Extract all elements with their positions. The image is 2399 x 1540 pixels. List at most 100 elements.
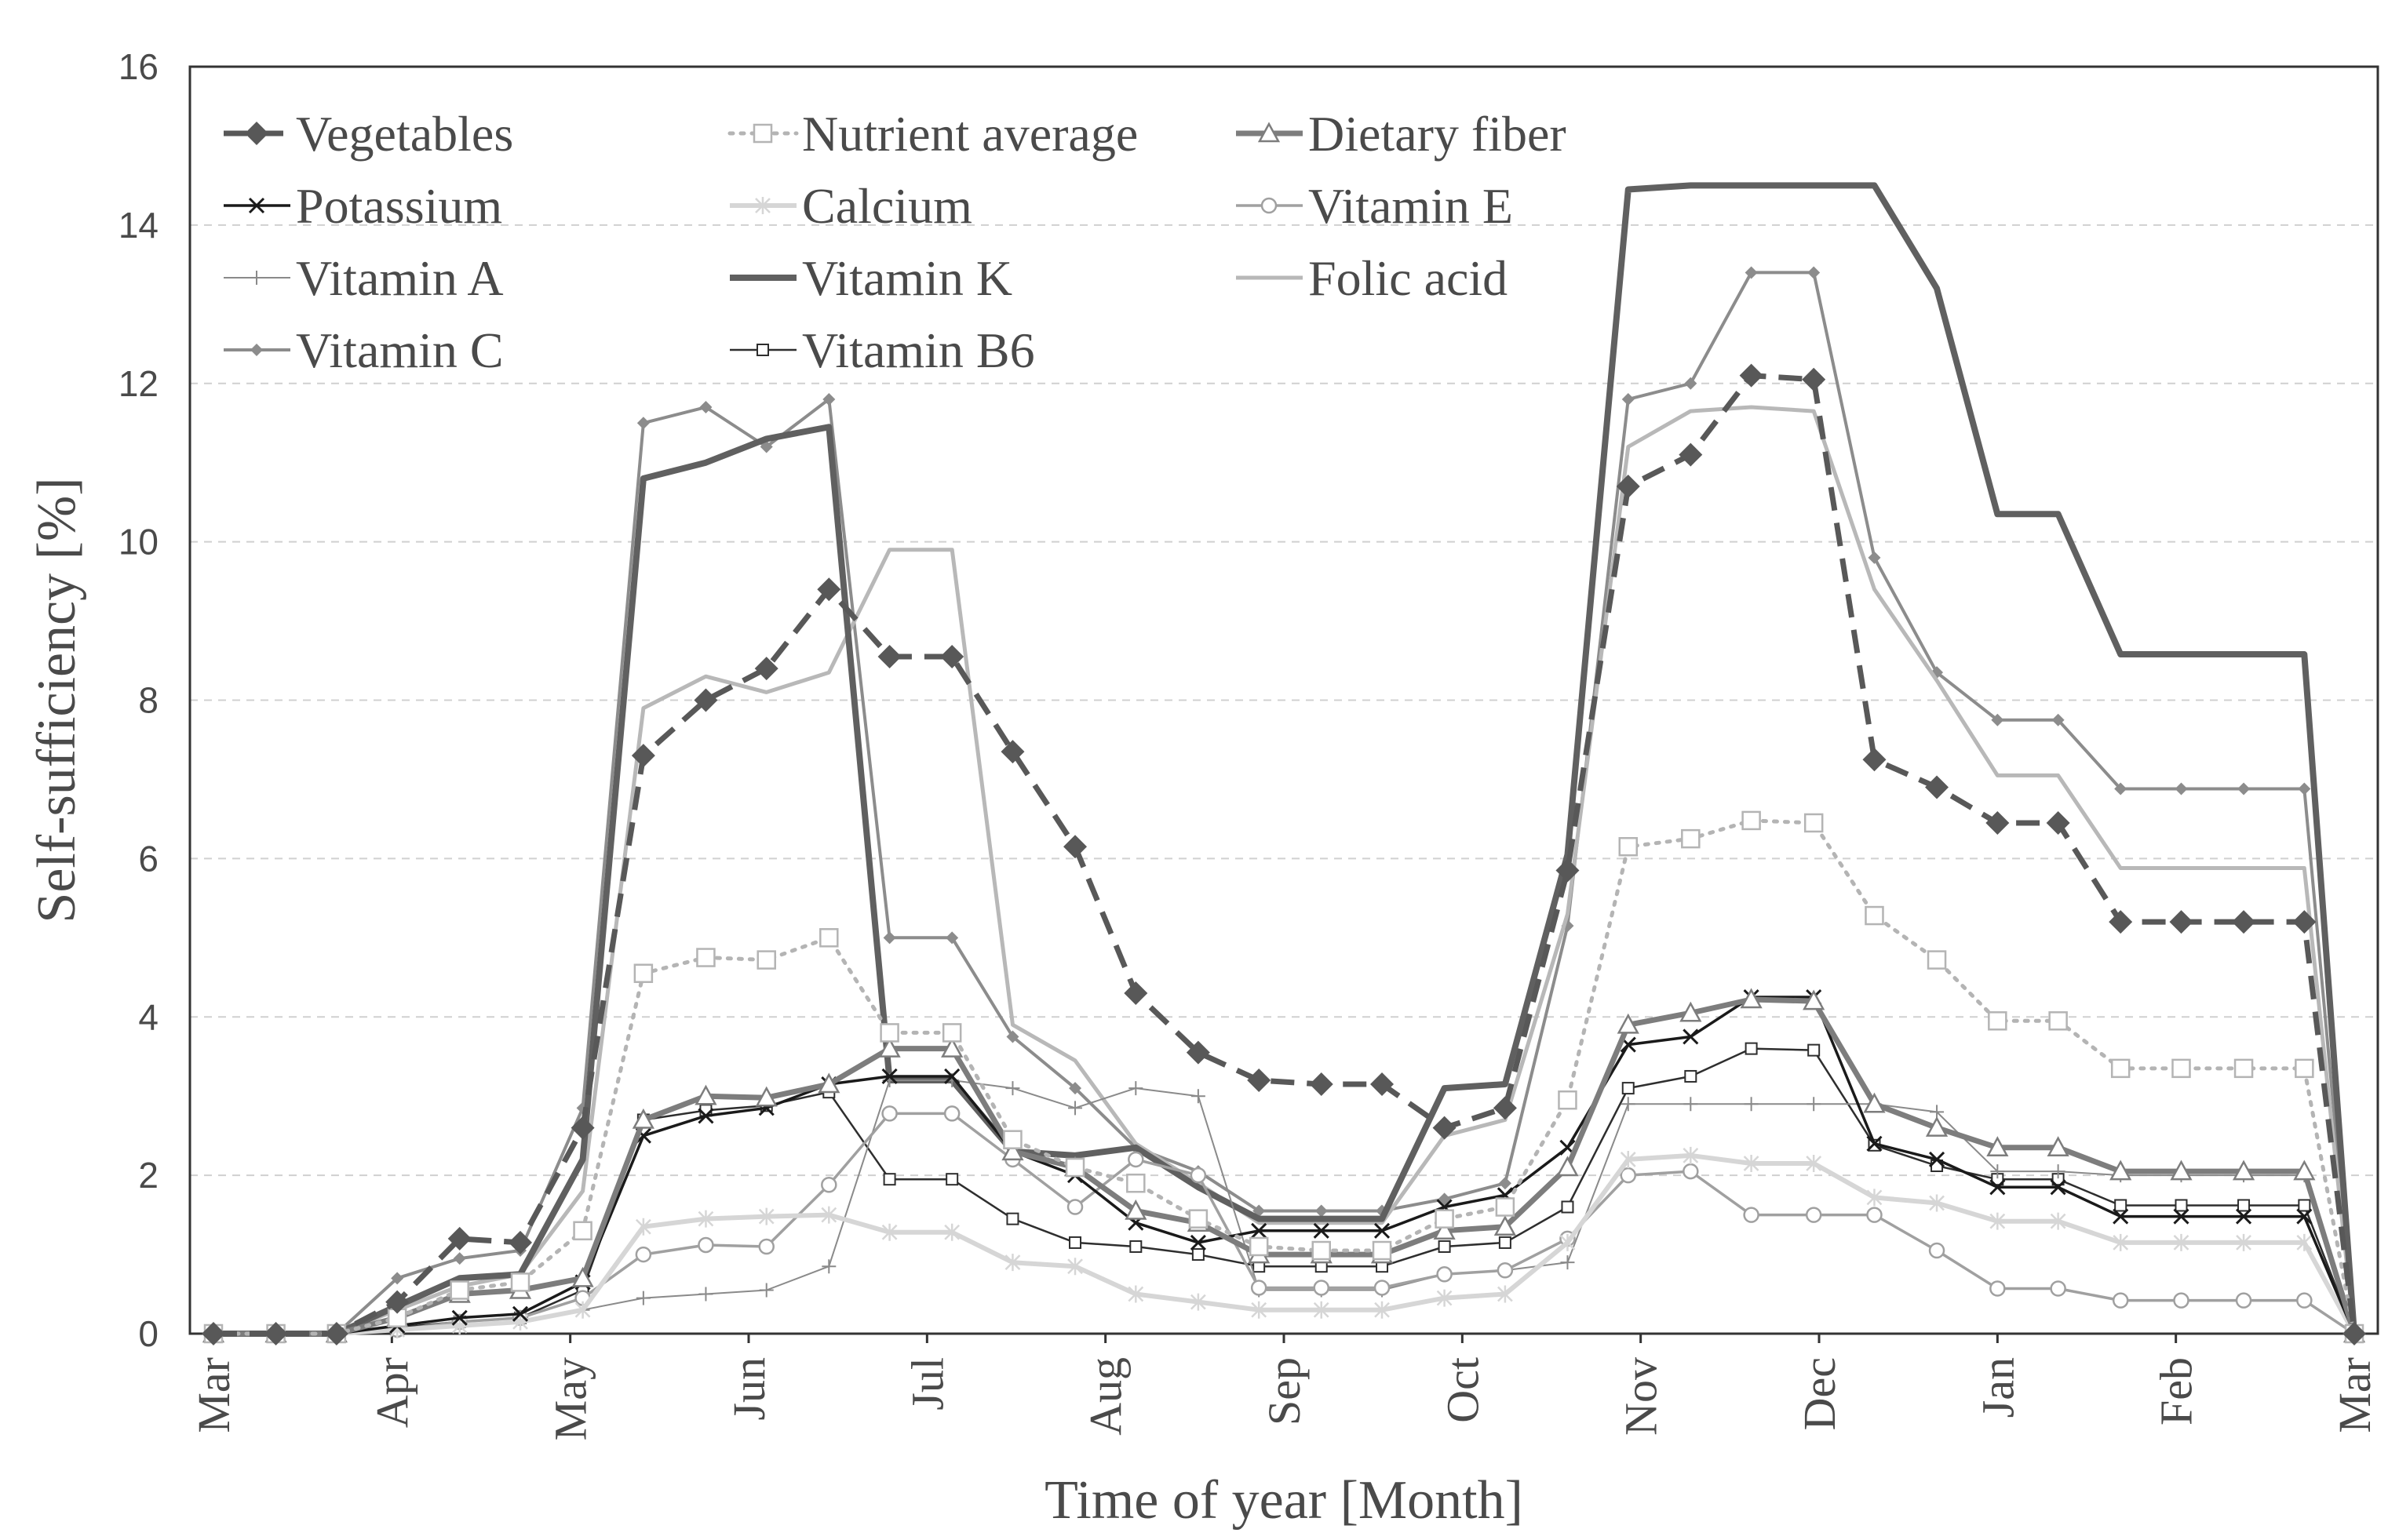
data-point [1745,1042,1758,1055]
data-point [2296,1292,2313,1309]
legend-label: Folic acid [1308,250,1508,306]
data-point [877,644,902,668]
x-tick-label: Oct [1437,1357,1488,1423]
series-line-nutrient-average [211,818,2357,1336]
data-point [1866,1207,1883,1223]
legend-item-vitamin-b6: Vitamin B6 [730,322,1035,378]
data-point [1065,1157,1085,1178]
data-point [453,1252,466,1265]
data-point [696,948,716,967]
data-point [1311,1240,1331,1261]
data-point [573,1221,592,1241]
data-point [1436,1266,1453,1283]
legend-marker [755,197,771,214]
data-point [1498,1236,1511,1249]
series-line-vitamin-c [213,271,2356,1335]
data-point [1862,748,1887,772]
data-point [2050,1280,2066,1297]
data-point [759,1283,774,1298]
x-tick-label: Mar [188,1357,239,1433]
data-point [1373,1280,1391,1296]
data-point [1927,950,1947,970]
y-tick-label: 6 [138,838,159,879]
data-point [755,1086,778,1107]
legend-label: Vitamin B6 [802,322,1035,378]
data-point [942,1023,962,1043]
data-point [2232,1160,2255,1181]
data-point [2114,782,2127,795]
x-tick-label: Apr [366,1357,417,1428]
data-point [1988,1011,2007,1031]
data-point [1435,1209,1454,1229]
data-point [944,1223,961,1241]
data-point [1314,1204,1328,1218]
data-point [385,1290,410,1314]
data-point [1251,1301,1267,1319]
data-point [1126,1173,1146,1193]
data-point [2173,1233,2189,1251]
data-point [1621,1082,1635,1095]
data-point [1498,1177,1511,1190]
data-point [1620,1150,1636,1168]
data-point [1555,858,1580,883]
data-point [754,657,778,681]
series-line-calcium [213,1152,2357,1336]
data-point [1560,1255,1575,1270]
data-point [1929,1194,1945,1212]
x-tick-label: Jan [1972,1357,2023,1418]
series-line-vitamin-a [213,1079,2355,1334]
data-point [1866,1189,1883,1207]
data-point [2233,1058,2254,1079]
data-point [1743,1207,1759,1223]
legend-item-vitamin-a: Vitamin A [224,250,504,306]
data-point [1990,1164,2005,1179]
series-lines [202,182,2366,1345]
data-point [1740,988,1763,1009]
data-point [1373,1222,1391,1239]
data-point [818,1072,840,1094]
legend-item-calcium: Calcium [730,178,972,234]
data-point [1250,1280,1267,1296]
data-point [1313,1280,1329,1296]
data-point [2293,1160,2316,1181]
data-point [2235,1208,2252,1225]
legend-marker [250,271,264,285]
legend-label: Potassium [296,178,502,234]
data-point [695,1084,717,1105]
data-point [1679,1001,1702,1022]
data-point [1124,981,1148,1005]
x-tick-label: Nov [1616,1357,1667,1436]
data-point [2237,782,2251,795]
y-tick-label: 8 [138,680,159,721]
data-point [698,1236,714,1254]
data-point [2050,1212,2066,1230]
series-line-vitamin-e [213,1112,2355,1335]
data-point [1802,367,1826,391]
data-point [1313,1222,1329,1239]
data-point [1374,1301,1390,1319]
data-point [1558,1090,1577,1110]
data-point [264,1322,288,1345]
data-point [1497,1285,1513,1303]
data-point [1616,474,1640,498]
legend-item-vegetables: Vegetables [224,106,513,162]
data-point [1001,1140,1024,1161]
data-point [1989,1280,2006,1297]
legend-marker [753,123,773,144]
data-point [1251,1222,1267,1239]
data-point [2110,1058,2131,1079]
x-tick-label: Mar [2329,1357,2380,1433]
data-point [2235,1292,2252,1309]
data-point [2237,1199,2251,1212]
data-point [1806,1154,1822,1172]
data-point [2048,1011,2068,1031]
data-point [822,392,836,406]
data-point [451,1309,468,1326]
series-line-vitamin-b6 [213,1047,2356,1335]
data-point [1807,1097,1821,1112]
series-vitamin-a [206,1073,2361,1341]
data-point [881,1068,898,1085]
legend-item-dietary-fiber: Dietary fiber [1236,106,1566,162]
data-point [1985,810,2010,835]
